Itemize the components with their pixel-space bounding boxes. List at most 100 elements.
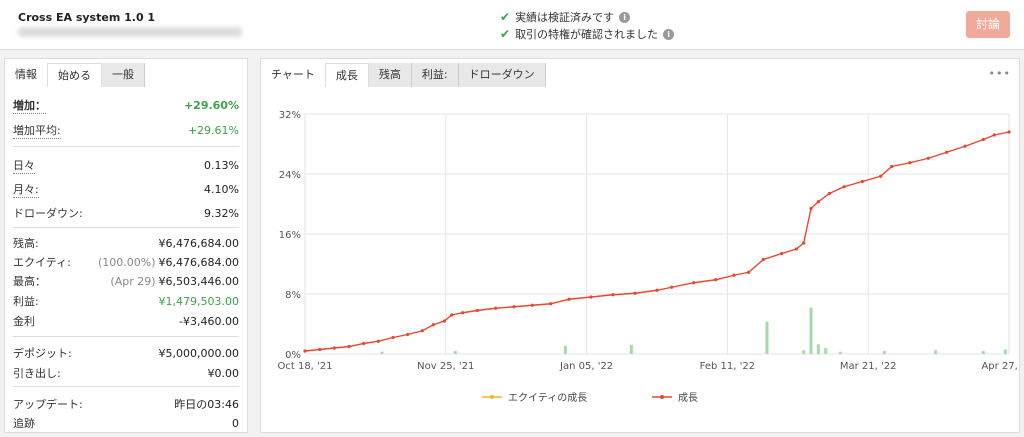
- system-title: Cross EA system 1.0 1: [18, 11, 156, 24]
- tab-start[interactable]: 始める: [47, 63, 102, 87]
- chart-tabs: チャート 成長 残高 利益: ドローダウン: [261, 59, 546, 87]
- growth-point: [981, 137, 985, 142]
- verified-track-record: ✔ 実績は検証済みです i: [500, 9, 631, 25]
- growth-point: [512, 305, 516, 309]
- growth-point: [549, 302, 553, 306]
- growth-point: [945, 150, 949, 154]
- growth-point: [567, 297, 571, 301]
- growth-point: [655, 288, 659, 292]
- legend-equity-label: エクイティの成長: [508, 392, 587, 404]
- growth-point: [714, 278, 718, 282]
- stat-avg-gain: 増加平均: +29.61%: [13, 123, 239, 139]
- y-tick-label: 8%: [285, 290, 301, 301]
- x-tick-label: Jan 05, '22: [559, 361, 613, 372]
- growth-point: [450, 313, 454, 317]
- growth-point: [926, 156, 930, 160]
- growth-point: [494, 306, 498, 310]
- growth-point: [816, 200, 820, 204]
- growth-point: [879, 174, 883, 178]
- daily-bar: [934, 350, 938, 354]
- growth-point: [670, 285, 674, 289]
- daily-bar: [981, 351, 985, 354]
- growth-point: [461, 311, 465, 315]
- growth-point: [780, 251, 784, 256]
- legend-growth-marker: [660, 395, 664, 399]
- x-tick-label: Apr 27, '22: [981, 361, 1017, 372]
- x-tick-label: Nov 25, '21: [417, 361, 474, 372]
- stat-deposits: デポジット: ¥5,000,000.00: [13, 346, 239, 361]
- check-icon: ✔: [500, 10, 511, 24]
- stat-highest: 最高： (Apr 29) ¥6,503,446.00: [13, 274, 239, 289]
- growth-point: [376, 339, 380, 343]
- growth-point: [747, 270, 751, 274]
- daily-bar: [1003, 349, 1007, 354]
- daily-bar: [882, 351, 886, 354]
- x-tick-label: Feb 11, '22: [700, 361, 755, 372]
- stat-withdrawals: 引き出し: ¥0.00: [13, 366, 239, 381]
- growth-point: [347, 344, 351, 349]
- growth-point: [442, 319, 446, 323]
- info-icon[interactable]: i: [663, 28, 675, 40]
- info-icon[interactable]: i: [619, 11, 631, 23]
- growth-point: [303, 349, 307, 353]
- equity-growth-line: [305, 132, 1009, 351]
- growth-point: [633, 291, 637, 295]
- growth-point: [794, 247, 798, 251]
- tab-growth[interactable]: 成長: [324, 63, 369, 87]
- more-options-icon[interactable]: •••: [988, 67, 1011, 80]
- tab-info[interactable]: 情報: [15, 68, 37, 81]
- tab-general[interactable]: 一般: [102, 63, 145, 87]
- x-tick-label: Mar 21, '22: [840, 361, 897, 372]
- daily-bar: [809, 307, 813, 354]
- verify1-label: 実績は検証済みです: [515, 11, 615, 24]
- growth-point: [362, 341, 366, 346]
- verified-trading-privileges: ✔ 取引の特権が確認されました i: [500, 26, 675, 42]
- stat-equity: エクイティ: (100.00%) ¥6,476,684.00: [13, 255, 239, 270]
- growth-point: [908, 161, 912, 165]
- growth-point: [890, 164, 894, 169]
- divider: [13, 336, 239, 337]
- tab-balance[interactable]: 残高: [368, 63, 412, 87]
- growth-point: [530, 303, 534, 307]
- growth-point: [692, 281, 696, 285]
- growth-point: [318, 347, 322, 352]
- daily-bar: [838, 351, 842, 354]
- growth-point: [992, 133, 996, 137]
- growth-point: [809, 206, 813, 211]
- growth-point: [475, 308, 479, 313]
- stat-updated: アップデート: 昨日の03:46: [13, 398, 239, 411]
- growth-point: [802, 241, 806, 245]
- daily-bar: [824, 348, 828, 354]
- stat-tracking: 追跡 0: [13, 416, 239, 431]
- daily-bar: [563, 345, 567, 354]
- growth-point: [420, 329, 424, 333]
- growth-point: [332, 346, 336, 350]
- legend-growth-label: 成長: [678, 392, 698, 404]
- tab-drawdown[interactable]: ドローダウン: [458, 63, 546, 87]
- y-tick-label: 24%: [279, 170, 301, 181]
- growth-point: [842, 185, 846, 189]
- growth-point: [611, 293, 615, 297]
- discuss-button[interactable]: 討論: [966, 11, 1010, 38]
- left-tabs: 情報 始める 一般: [5, 59, 145, 87]
- growth-point: [406, 332, 410, 337]
- daily-bar: [453, 351, 457, 354]
- daily-bar: [802, 350, 806, 354]
- stat-gain: 増加： +29.60%: [13, 98, 239, 114]
- legend-equity-marker: [490, 395, 494, 399]
- daily-bar: [380, 351, 384, 354]
- tab-profit[interactable]: 利益:: [411, 63, 459, 87]
- stat-daily: 日々 0.13%: [13, 158, 239, 174]
- chart-panel: チャート 成長 残高 利益: ドローダウン ••• 0% 8% 16% 24% 32% O…: [260, 58, 1020, 433]
- growth-chart: 0% 8% 16% 24% 32% Oct 18, '21 Nov 25, '21 Jan 0…: [277, 110, 1017, 404]
- stat-drawdown: ドローダウン: 9.32%: [13, 206, 239, 221]
- tab-chart[interactable]: チャート: [271, 68, 315, 81]
- stat-balance: 残高: ¥6,476,684.00: [13, 236, 239, 251]
- daily-bar: [765, 321, 769, 354]
- stat-profit: 利益: ¥1,479,503.00: [13, 294, 239, 309]
- stat-interest: 金利 -¥3,460.00: [13, 314, 239, 329]
- divider: [13, 386, 239, 387]
- y-tick-label: 0%: [285, 350, 301, 361]
- account-header: Cross EA system 1.0 1 ✔ 実績は検証済みです i ✔ 取引…: [0, 0, 1024, 50]
- growth-point: [391, 335, 395, 340]
